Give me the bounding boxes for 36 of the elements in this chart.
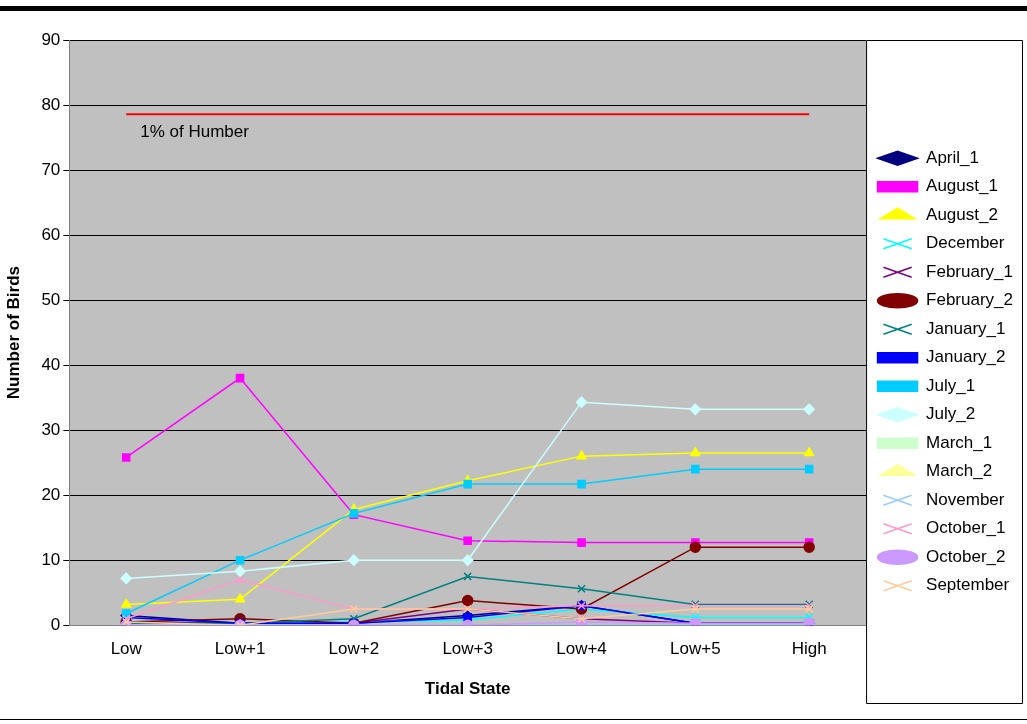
x-tick-label: Low+4 [556,639,607,659]
legend-label: November [926,489,1005,509]
legend-label: February_1 [926,261,1013,281]
legend-label: December [926,233,1005,253]
legend-label: August_2 [926,204,998,224]
legend-label: September [926,575,1010,595]
ref-line-label: 1% of Humber [140,122,250,142]
x-tick-label: Low+3 [442,639,493,659]
legend-label: March_1 [926,432,993,452]
x-tick-label: High [791,639,827,659]
y-tick-label: 0 [50,614,61,634]
legend-label: March_2 [926,461,993,481]
y-tick-label: 90 [41,29,61,49]
legend-label: January_2 [926,347,1006,367]
y-tick-label: 20 [41,484,61,504]
legend-label: August_1 [926,176,998,196]
legend-label: July_2 [926,404,976,424]
x-tick-label: Low+5 [670,639,721,659]
y-tick-label: 50 [41,289,61,309]
legend-label: October_2 [926,546,1006,566]
x-tick-label: Low+2 [328,639,380,659]
legend-label: February_2 [926,290,1013,310]
y-axis-title: Number of Birds [3,266,23,400]
x-axis-title: Tidal State [424,679,511,699]
y-tick-label: 60 [41,224,61,244]
legend-label: October_1 [926,518,1006,538]
x-tick-label: Low+1 [214,639,266,659]
y-tick-label: 10 [41,549,61,569]
legend-label: July_1 [926,375,976,395]
legend-label: January_1 [926,318,1006,338]
y-tick-label: 70 [41,159,61,179]
x-tick-label: Low [110,639,143,659]
legend-label: April_1 [926,147,979,167]
y-tick-label: 40 [41,354,61,374]
y-tick-label: 30 [41,419,61,439]
y-tick-label: 80 [41,94,61,114]
